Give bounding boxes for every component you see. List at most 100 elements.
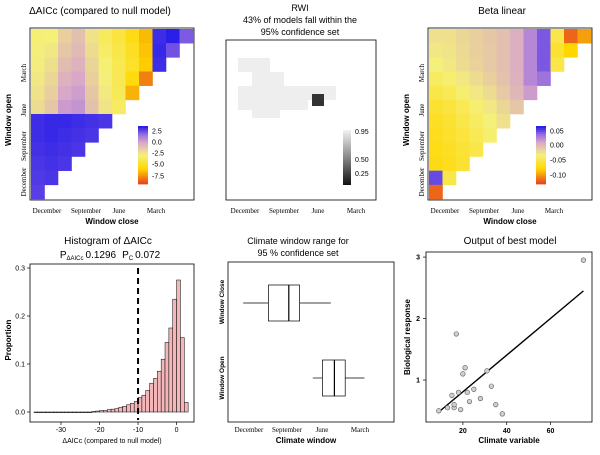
colorbar-segment	[536, 158, 546, 162]
heatmap-cell	[44, 29, 59, 44]
heatmap-cell	[98, 99, 113, 115]
panel-5-xtick-june: June	[316, 426, 329, 434]
heatmap-cell	[442, 114, 457, 129]
panel-1-xtick-december: December	[33, 207, 62, 215]
heatmap-cell	[166, 43, 180, 58]
heatmap-cell	[85, 43, 99, 58]
panel-3-xtick-december: December	[431, 207, 460, 215]
histogram-bar	[122, 405, 127, 413]
box-iqr	[268, 284, 300, 322]
scatter-point	[499, 411, 505, 417]
heatmap-cell	[469, 29, 484, 44]
rwi-cell	[252, 110, 280, 118]
colorbar-segment	[536, 149, 546, 152]
scatter-point	[449, 392, 455, 399]
histogram-bar	[41, 411, 46, 413]
histogram-bar	[126, 404, 131, 413]
colorbar-segment	[138, 172, 148, 175]
heatmap-cell	[139, 57, 153, 72]
colorbar-segment	[536, 131, 546, 135]
heatmap-cell	[510, 29, 524, 44]
panel-1-ylabel: Window open	[4, 94, 13, 146]
scatter-point	[436, 408, 442, 414]
panel-5-title-line-2: 95 % confidence set	[257, 248, 339, 258]
heatmap-cell	[483, 85, 497, 101]
colorbar-segment	[536, 151, 546, 154]
colorbar-segment	[536, 147, 546, 150]
heatmap-cell	[58, 114, 72, 129]
heatmap-cell	[496, 85, 511, 101]
heatmap-cell	[152, 43, 167, 58]
heatmap-cell	[31, 57, 45, 72]
heatmap-cell	[537, 29, 551, 44]
colorbar-segment	[138, 147, 148, 150]
histogram-bar	[157, 370, 162, 413]
heatmap-cell	[85, 114, 99, 129]
heatmap-cell	[71, 114, 86, 129]
heatmap-cell	[71, 71, 86, 86]
colorbar-segment	[536, 135, 546, 138]
heatmap-cell	[31, 142, 45, 157]
histogram-bar	[79, 411, 85, 413]
scatter-point	[466, 398, 473, 405]
heatmap-cell	[442, 29, 457, 44]
heatmap-cell	[469, 128, 484, 143]
heatmap-cell	[31, 114, 45, 129]
colorbar-segment	[536, 176, 546, 179]
scatter-point	[488, 383, 494, 389]
panel-1-ytick-september: September	[20, 130, 28, 161]
colorbar-segment	[536, 182, 546, 185]
panel-5-title-line-1: Climate window range for	[247, 236, 349, 246]
colorbar-tick-label: -2.5	[152, 151, 164, 158]
rwi-cell	[238, 86, 266, 100]
histogram-bar	[56, 411, 62, 413]
colorbar-segment	[138, 155, 148, 158]
heatmap-cell	[523, 85, 538, 101]
heatmap-cell	[112, 85, 126, 101]
scatter-point	[458, 406, 464, 413]
panel-1-xtick-june: June	[113, 207, 126, 215]
rwi-cell	[252, 72, 284, 86]
colorbar-segment	[138, 143, 148, 146]
heatmap-cell	[98, 114, 113, 129]
scatter-point	[484, 368, 490, 374]
histogram-bar	[176, 279, 181, 413]
histogram-bar	[87, 411, 93, 413]
colorbar-segment	[536, 133, 546, 137]
histogram-bar	[45, 411, 50, 413]
heatmap-cell	[456, 71, 470, 86]
heatmap-cell	[71, 57, 86, 72]
colorbar-segment	[138, 139, 148, 142]
scatter-point	[444, 405, 451, 411]
heatmap-cell	[44, 114, 59, 129]
y-tick-label: 1	[416, 378, 420, 385]
panel-4-stats: PΔAICc 0.1296 PC 0.072	[60, 250, 161, 262]
heatmap-cell	[469, 57, 484, 72]
heatmap-cell	[550, 43, 565, 58]
panel-1-heatmap-cells	[31, 29, 194, 200]
stat-p-aicc-label: P	[60, 250, 67, 261]
colorbar-tick-label: -5.0	[152, 162, 164, 169]
colorbar-segment	[536, 174, 546, 177]
heatmap-cell	[429, 71, 443, 86]
colorbar-segment	[536, 137, 546, 140]
colorbar-segment	[536, 172, 546, 175]
heatmap-cell	[125, 71, 140, 86]
heatmap-cell	[550, 57, 565, 72]
x-tick-label: 40	[503, 428, 511, 435]
heatmap-cell	[483, 114, 497, 129]
heatmap-cell	[31, 128, 45, 143]
panel-2-xtick-june: June	[312, 207, 325, 215]
heatmap-cell	[85, 128, 99, 143]
heatmap-cell	[456, 142, 470, 157]
colorbar-segment	[536, 145, 546, 148]
heatmap-cell	[456, 156, 470, 171]
heatmap-cell	[442, 128, 457, 143]
histogram-bar	[149, 382, 154, 413]
panel-1-xtick-march: March	[147, 207, 166, 215]
rwi-best-cell	[312, 94, 324, 106]
heatmap-cell	[483, 71, 497, 86]
heatmap-cell	[456, 43, 470, 58]
colorbar-segment	[138, 174, 148, 177]
